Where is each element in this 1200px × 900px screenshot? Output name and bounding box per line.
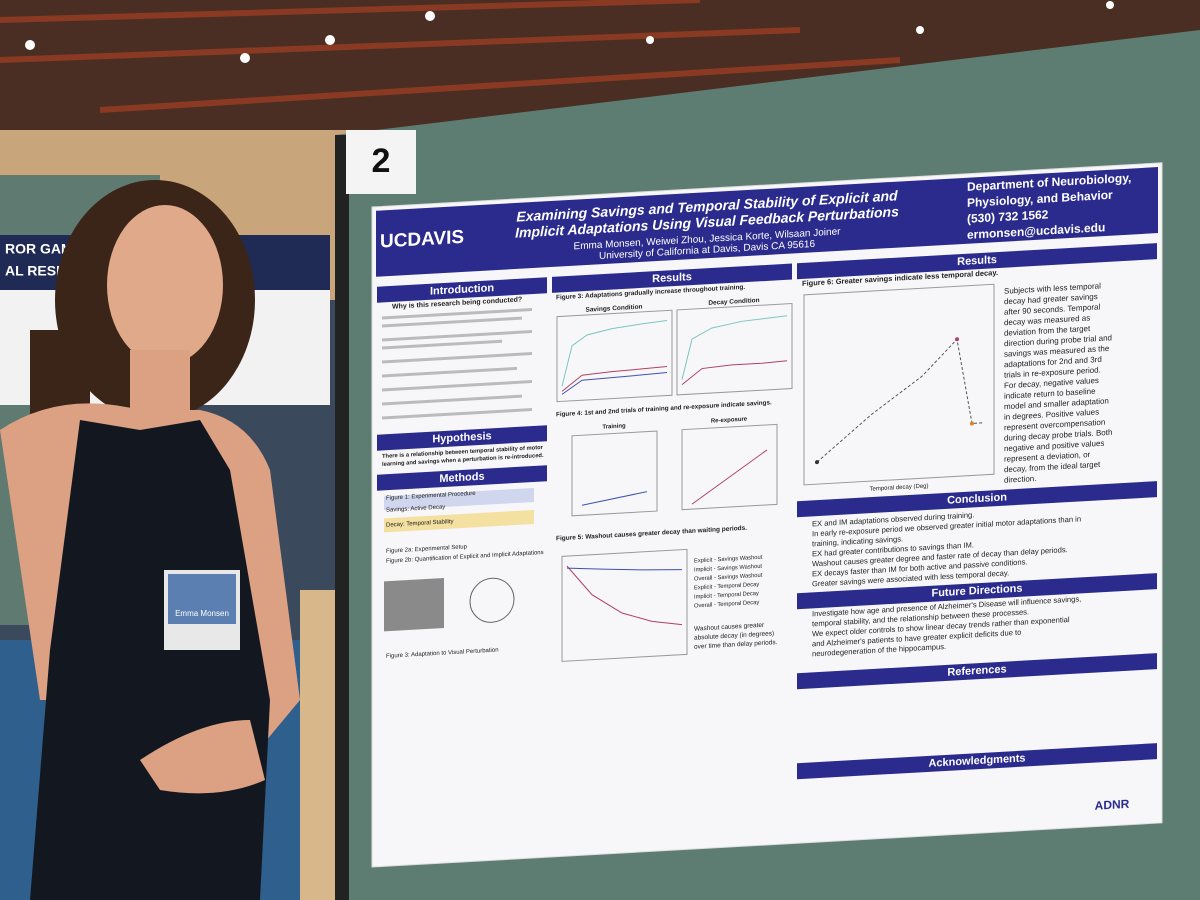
poster-text: Figure 2a: Experimental Setup — [386, 544, 468, 555]
section-bar — [377, 425, 547, 451]
phone: (530) 732 1562 — [967, 207, 1049, 226]
poster-paper — [371, 162, 1163, 868]
board-number: 2 — [372, 142, 391, 180]
logo: UCDAVIS — [380, 227, 464, 253]
board-number-card — [346, 130, 416, 194]
poster-text: Overall - Temporal Decay — [694, 600, 759, 610]
poster-text: ADNR — [1095, 797, 1130, 813]
badge-name: Emma Monsen — [175, 609, 229, 618]
section-heading: Results — [957, 254, 997, 268]
section-bar — [797, 743, 1157, 780]
poster-text: Implicit - Savings Washout — [694, 564, 762, 574]
poster-text: Decay: Temporal Stability — [386, 519, 454, 529]
poster-text: Implicit - Temporal Decay — [694, 591, 759, 601]
poster-text: Decay Condition — [708, 297, 759, 307]
section-bar — [797, 653, 1157, 690]
section-heading: Future Directions — [931, 583, 1022, 600]
board-frame — [335, 135, 349, 900]
section-heading: Results — [652, 271, 692, 285]
poster-text: Washout causes greater — [694, 622, 765, 633]
section-bar — [797, 481, 1157, 518]
section-heading: References — [947, 663, 1006, 678]
section-bar — [797, 243, 1157, 280]
poster-text: direction. — [1004, 474, 1036, 485]
ceiling-beams — [0, 0, 901, 113]
poster-text: Explicit - Temporal Decay — [694, 582, 759, 592]
poster-text: Training — [602, 423, 626, 430]
section-bar — [377, 465, 547, 491]
section-bar — [552, 263, 792, 293]
poster-text: absolute decay (in degrees) — [694, 630, 774, 641]
poster-text: Figure 1: Experimental Procedure — [386, 491, 476, 502]
poster-text: Re-exposure — [711, 417, 748, 425]
poster-text: Savings Condition — [585, 304, 642, 314]
poster-text: over time than delay periods. — [694, 639, 778, 651]
person: Emma Monsen — [0, 180, 335, 900]
poster-text: Explicit - Savings Washout — [694, 555, 763, 565]
poster: UCDAVIS Examining Savings and Temporal S… — [371, 162, 1163, 868]
section-bar — [797, 573, 1157, 610]
body-text-lines — [382, 308, 532, 420]
section-heading: Conclusion — [947, 491, 1007, 506]
poster-text: Temporal decay (Deg) — [870, 483, 929, 492]
section-heading: Acknowledgments — [928, 752, 1025, 769]
poster-text: Overall - Savings Washout — [694, 573, 763, 583]
ceiling-lights — [25, 1, 1114, 63]
section-heading: Introduction — [430, 282, 494, 298]
section-heading: Methods — [439, 471, 484, 486]
section-bar — [377, 277, 547, 303]
section-heading: Hypothesis — [432, 430, 491, 445]
poster-header — [376, 167, 1158, 277]
figure-plots — [384, 283, 995, 662]
poster-text: Savings: Active Decay — [386, 504, 445, 513]
